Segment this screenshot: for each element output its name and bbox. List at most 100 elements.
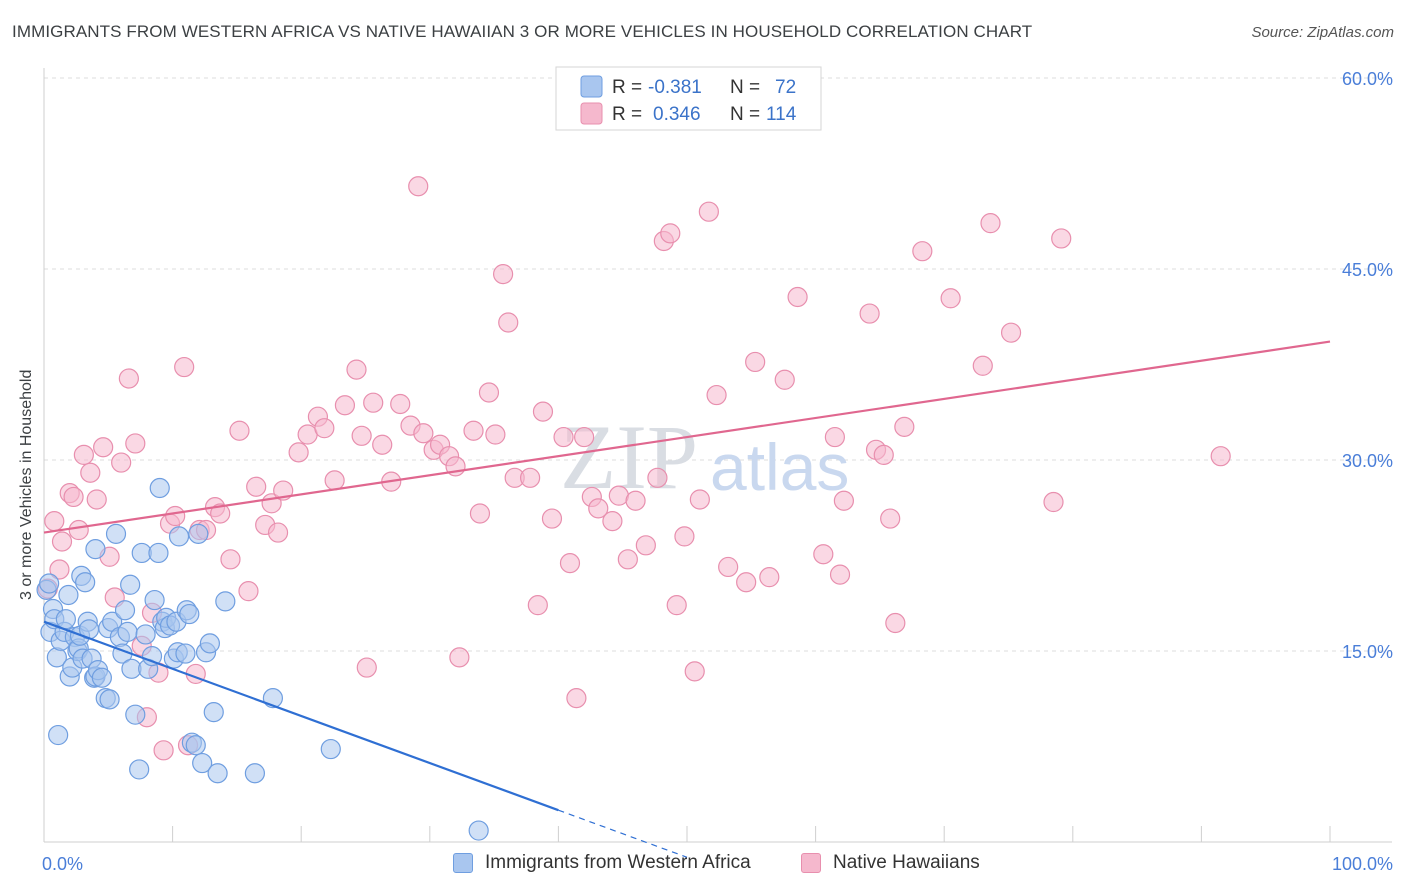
native-hawaiian-point — [745, 351, 766, 373]
legend-r-label-blue: R = — [612, 77, 642, 98]
bottom-legend-label-western-africa: Immigrants from Western Africa — [485, 852, 751, 873]
native-hawaiian-point — [153, 740, 174, 761]
native-hawaiian-point — [647, 467, 668, 488]
native-hawaiian-point — [574, 426, 595, 448]
native-hawaiian-point — [689, 489, 710, 510]
western-africa-point — [125, 704, 146, 725]
native-hawaiian-point — [346, 359, 367, 380]
native-hawaiian-point — [324, 470, 345, 491]
native-hawaiian-point — [408, 176, 429, 197]
native-hawaiian-point — [566, 688, 587, 709]
native-hawaiian-point — [478, 382, 500, 403]
native-hawaiian-point — [880, 508, 901, 529]
native-hawaiian-point — [940, 288, 961, 309]
native-hawaiian-point — [588, 498, 609, 519]
native-hawaiian-point — [363, 392, 384, 413]
western-africa-point — [188, 523, 209, 544]
legend-n-label-blue: N = — [730, 77, 760, 98]
native-hawaiian-point — [51, 531, 73, 552]
y-tick-label: 45.0% — [1342, 260, 1393, 280]
native-hawaiian-point — [485, 424, 506, 445]
native-hawaiian-point — [873, 444, 894, 466]
native-hawaiian-point — [73, 444, 94, 466]
native-hawaiian-point — [174, 356, 195, 378]
western-africa-point — [203, 702, 224, 723]
native-hawaiian-point — [1210, 446, 1231, 467]
legend-r-value-pink: 0.346 — [653, 104, 701, 125]
native-hawaiian-point — [608, 485, 629, 506]
native-hawaiian-point — [718, 556, 739, 578]
bottom-legend-item-native-hawaiians[interactable]: Native Hawaiians — [801, 852, 980, 874]
western-africa-point — [207, 763, 228, 784]
native-hawaiian-point — [859, 303, 880, 324]
axes — [43, 68, 1392, 843]
native-hawaiian-point — [111, 452, 132, 473]
gridlines — [44, 77, 1392, 652]
native-hawaiian-point — [553, 426, 574, 448]
watermark-atlas: atlas — [710, 430, 849, 504]
native-hawaiian-point — [493, 263, 514, 285]
native-hawaiian-point — [1043, 491, 1064, 513]
tick-labels: 15.0% 30.0% 45.0% 60.0% 0.0% 100.0% — [42, 69, 1393, 874]
native-hawaiian-point — [334, 395, 356, 416]
bottom-legend-swatch-pink — [801, 853, 821, 873]
correlation-legend: R = -0.381 N = 72 R = 0.346 N = 114 — [555, 66, 822, 131]
native-hawaiian-point — [894, 416, 915, 437]
native-hawaiian-point — [118, 368, 139, 389]
native-hawaiian-point — [49, 559, 70, 580]
bottom-legend-item-western-africa[interactable]: Immigrants from Western Africa — [453, 852, 751, 874]
native-hawaiian-point — [833, 490, 854, 511]
native-hawaiian-point — [520, 467, 541, 488]
western-africa-point — [85, 539, 106, 560]
native-hawaiian-point — [698, 201, 719, 222]
native-hawaiian-point — [824, 426, 845, 448]
native-hawaiian-point — [80, 462, 101, 483]
native-hawaiian-point — [238, 581, 259, 602]
source-credit: Source: ZipAtlas.com — [1251, 24, 1394, 41]
western-africa-point — [58, 584, 79, 606]
native-hawaiian-point — [165, 505, 186, 527]
legend-swatch-blue — [580, 75, 603, 98]
native-hawaiian-point — [885, 612, 906, 634]
western-africa-trendline-extension — [558, 809, 688, 858]
legend-r-value-blue: -0.381 — [648, 77, 702, 98]
watermark-zip: ZIP — [560, 406, 698, 508]
native-hawaiian-point — [684, 661, 705, 682]
native-hawaiian-point — [813, 544, 834, 565]
western-africa-point — [244, 763, 266, 784]
western-africa-point — [135, 624, 156, 645]
native-hawaiian-point — [351, 425, 372, 446]
native-hawaiian-point — [44, 511, 65, 532]
legend-swatch-pink — [580, 102, 603, 125]
native-hawaiian-point — [125, 433, 146, 454]
native-hawaiian-point — [635, 535, 656, 556]
y-tick-label: 15.0% — [1342, 642, 1393, 662]
native-hawaiian-point — [498, 312, 519, 333]
western-africa-point — [144, 589, 165, 611]
native-hawaiian-point — [759, 567, 780, 588]
native-hawaiian-point — [980, 213, 1001, 234]
western-africa-points — [36, 477, 489, 841]
native-hawaiian-point — [93, 437, 114, 458]
western-africa-point — [48, 724, 69, 746]
native-hawaiian-point — [1051, 228, 1072, 249]
bottom-legend-swatch-blue — [453, 853, 473, 873]
western-africa-point — [75, 572, 96, 593]
native-hawaiian-point — [617, 549, 638, 570]
legend-n-value-pink: 114 — [766, 104, 797, 125]
native-hawaiian-point — [210, 503, 231, 524]
native-hawaiian-point — [267, 522, 289, 543]
legend-n-label-pink: N = — [730, 104, 760, 125]
western-africa-point — [468, 820, 489, 841]
native-hawaiian-point — [63, 486, 84, 508]
native-hawaiian-point — [532, 401, 554, 422]
legend-n-value-blue: 72 — [775, 77, 796, 98]
native-hawaiian-point — [660, 223, 681, 244]
western-africa-point — [185, 735, 206, 756]
native-hawaiian-point — [541, 508, 563, 529]
y-tick-label: 60.0% — [1342, 69, 1393, 89]
watermark: ZIP atlas — [560, 406, 849, 508]
western-africa-point — [114, 600, 136, 621]
western-africa-point — [117, 621, 138, 643]
